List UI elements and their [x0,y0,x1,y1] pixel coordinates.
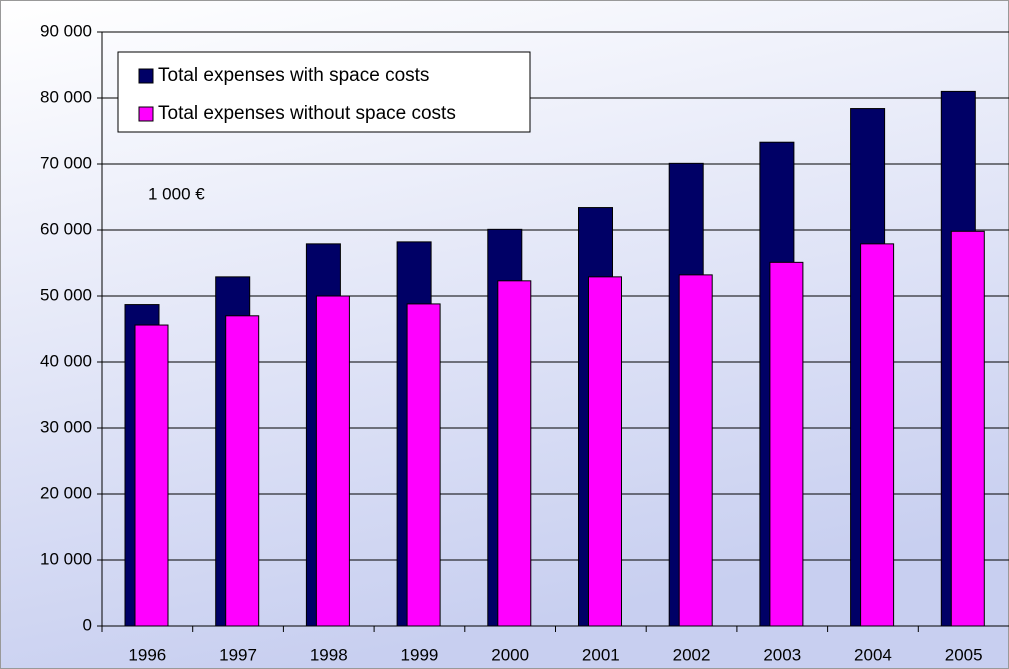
x-tick-label: 1996 [128,645,166,664]
y-tick-label: 30 000 [40,417,92,436]
bar [406,303,441,627]
legend-label: Total expenses with space costs [158,65,429,86]
x-tick-label: 1997 [219,645,257,664]
x-tick-label: 2004 [854,645,892,664]
legend-box [117,51,531,133]
x-tick-label: 1999 [401,645,439,664]
annotation: 1 000 € [148,184,205,203]
legend-swatch [138,106,154,122]
y-tick-label: 0 [83,615,92,634]
x-tick-label: 1998 [310,645,348,664]
x-tick-label: 2005 [945,645,983,664]
y-tick-label: 20 000 [40,483,92,502]
bar [497,280,532,627]
bar [134,324,169,627]
y-tick-label: 40 000 [40,351,92,370]
y-tick-label: 50 000 [40,285,92,304]
x-tick-label: 2003 [763,645,801,664]
bar [588,276,622,627]
bar [860,243,895,627]
bar [315,295,350,627]
x-tick-label: 2001 [582,645,620,664]
bar [769,261,804,627]
y-tick-label: 60 000 [40,219,92,238]
bar [950,230,985,627]
legend-label: Total expenses without space costs [158,103,456,124]
x-tick-label: 2000 [491,645,529,664]
y-tick-label: 10 000 [40,549,92,568]
y-tick-label: 70 000 [40,153,92,172]
bar [225,315,260,627]
x-tick-label: 2002 [673,645,711,664]
y-tick-label: 90 000 [40,21,92,40]
y-tick-label: 80 000 [40,87,92,106]
legend-swatch [138,68,154,84]
bar [678,274,713,627]
